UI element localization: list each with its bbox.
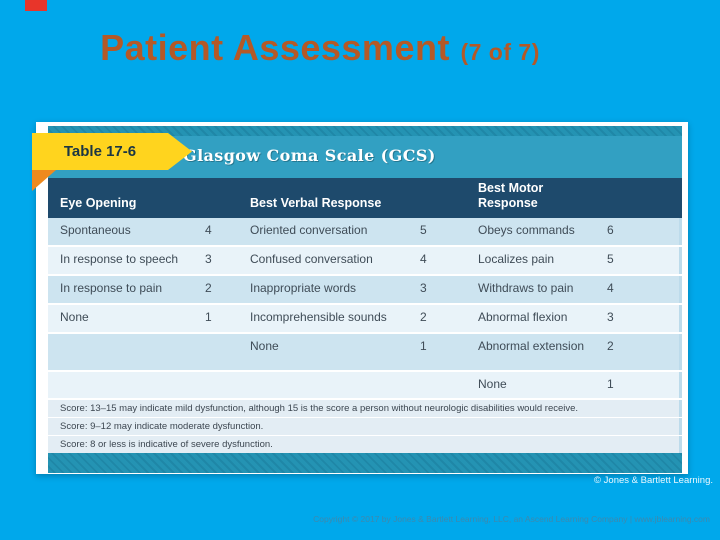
cell-verbal-label: Oriented conversation (250, 223, 368, 237)
cell-verbal-score: 3 (420, 281, 427, 295)
cell-motor-label: Localizes pain (478, 252, 555, 266)
table-row: None 1 Incomprehensible sounds 2 Abnorma… (48, 305, 682, 332)
cell-motor-score: 2 (607, 339, 614, 353)
cell-motor-label: Obeys commands (478, 223, 575, 237)
cell-verbal-label: Inappropriate words (250, 281, 357, 295)
cell-verbal-label (250, 372, 420, 398)
footnote-mild: Score: 13–15 may indicate mild dysfuncti… (48, 400, 682, 417)
table-row: None 1 (48, 372, 682, 398)
cell-verbal-score: 5 (420, 223, 427, 237)
cell-eye-score: 4 (205, 223, 212, 237)
cell-verbal-label: None (250, 339, 279, 353)
gcs-table: Glasgow Coma Scale (GCS) Eye Opening Bes… (48, 126, 682, 473)
cell-eye-score (205, 372, 250, 398)
cell-motor-score: 6 (607, 223, 614, 237)
table-row: In response to pain 2 Inappropriate word… (48, 276, 682, 303)
cell-eye-score: 3 (205, 252, 212, 266)
cell-motor-label: Withdraws to pain (478, 281, 574, 295)
cell-verbal-label: Incomprehensible sounds (250, 310, 387, 324)
cell-verbal-label: Confused conversation (250, 252, 373, 266)
table-body: Spontaneous 4 Oriented conversation 5 Ob… (48, 218, 682, 398)
table-label-banner: Table 17-6 (32, 133, 192, 170)
cell-eye-score: 1 (205, 310, 212, 324)
cell-eye-label: In response to speech (60, 252, 179, 266)
cell-verbal-score (420, 372, 478, 398)
image-credit: © Jones & Bartlett Learning. (594, 475, 713, 486)
cell-motor-score: 1 (607, 377, 614, 391)
table-row: In response to speech 3 Confused convers… (48, 247, 682, 274)
cell-verbal-score: 2 (420, 310, 427, 324)
cell-motor-score: 4 (607, 281, 614, 295)
cell-eye-score: 2 (205, 281, 212, 295)
cell-motor-label: None (478, 377, 507, 391)
cell-eye-label: In response to pain (60, 281, 163, 295)
cell-motor-label: Abnormal extension (478, 339, 585, 353)
table-footnotes: Score: 13–15 may indicate mild dysfuncti… (48, 400, 682, 453)
page-title: Patient Assessment (7 of 7) (0, 26, 640, 69)
column-header-best-verbal-response: Best Verbal Response (250, 196, 382, 210)
cell-eye-label: None (60, 310, 89, 324)
page-title-suffix: (7 of 7) (460, 39, 540, 65)
cell-motor-score: 5 (607, 252, 614, 266)
table-row: Spontaneous 4 Oriented conversation 5 Ob… (48, 218, 682, 245)
cell-eye-score (205, 334, 250, 370)
cell-motor-label: Abnormal flexion (478, 310, 568, 324)
page-title-text: Patient Assessment (100, 27, 450, 68)
cell-eye-label: Spontaneous (60, 223, 131, 237)
column-header-eye-opening: Eye Opening (60, 196, 137, 210)
footnote-severe: Score: 8 or less is indicative of severe… (48, 436, 682, 453)
footnote-moderate: Score: 9–12 may indicate moderate dysfun… (48, 418, 682, 435)
cell-verbal-score: 4 (420, 252, 427, 266)
cell-motor-score: 3 (607, 310, 614, 324)
decorative-stripe-top (48, 126, 682, 136)
column-header-band: Eye Opening Best Verbal Response Best Mo… (48, 178, 682, 218)
cell-eye-label (60, 372, 205, 398)
decorative-stripe-bottom (48, 453, 682, 473)
table-label: Table 17-6 (63, 143, 137, 160)
cell-eye-label (60, 334, 205, 370)
cell-verbal-score: 1 (420, 339, 427, 353)
copyright-line: Copyright © 2017 by Jones & Bartlett Lea… (313, 514, 710, 524)
gcs-table-card: Glasgow Coma Scale (GCS) Eye Opening Bes… (32, 122, 688, 474)
table-row: None 1 Abnormal extension 2 (48, 334, 682, 370)
table-title: Glasgow Coma Scale (GCS) (183, 146, 436, 165)
red-flag-marker (25, 0, 47, 11)
column-header-best-motor-response: Best Motor Response (478, 181, 544, 210)
